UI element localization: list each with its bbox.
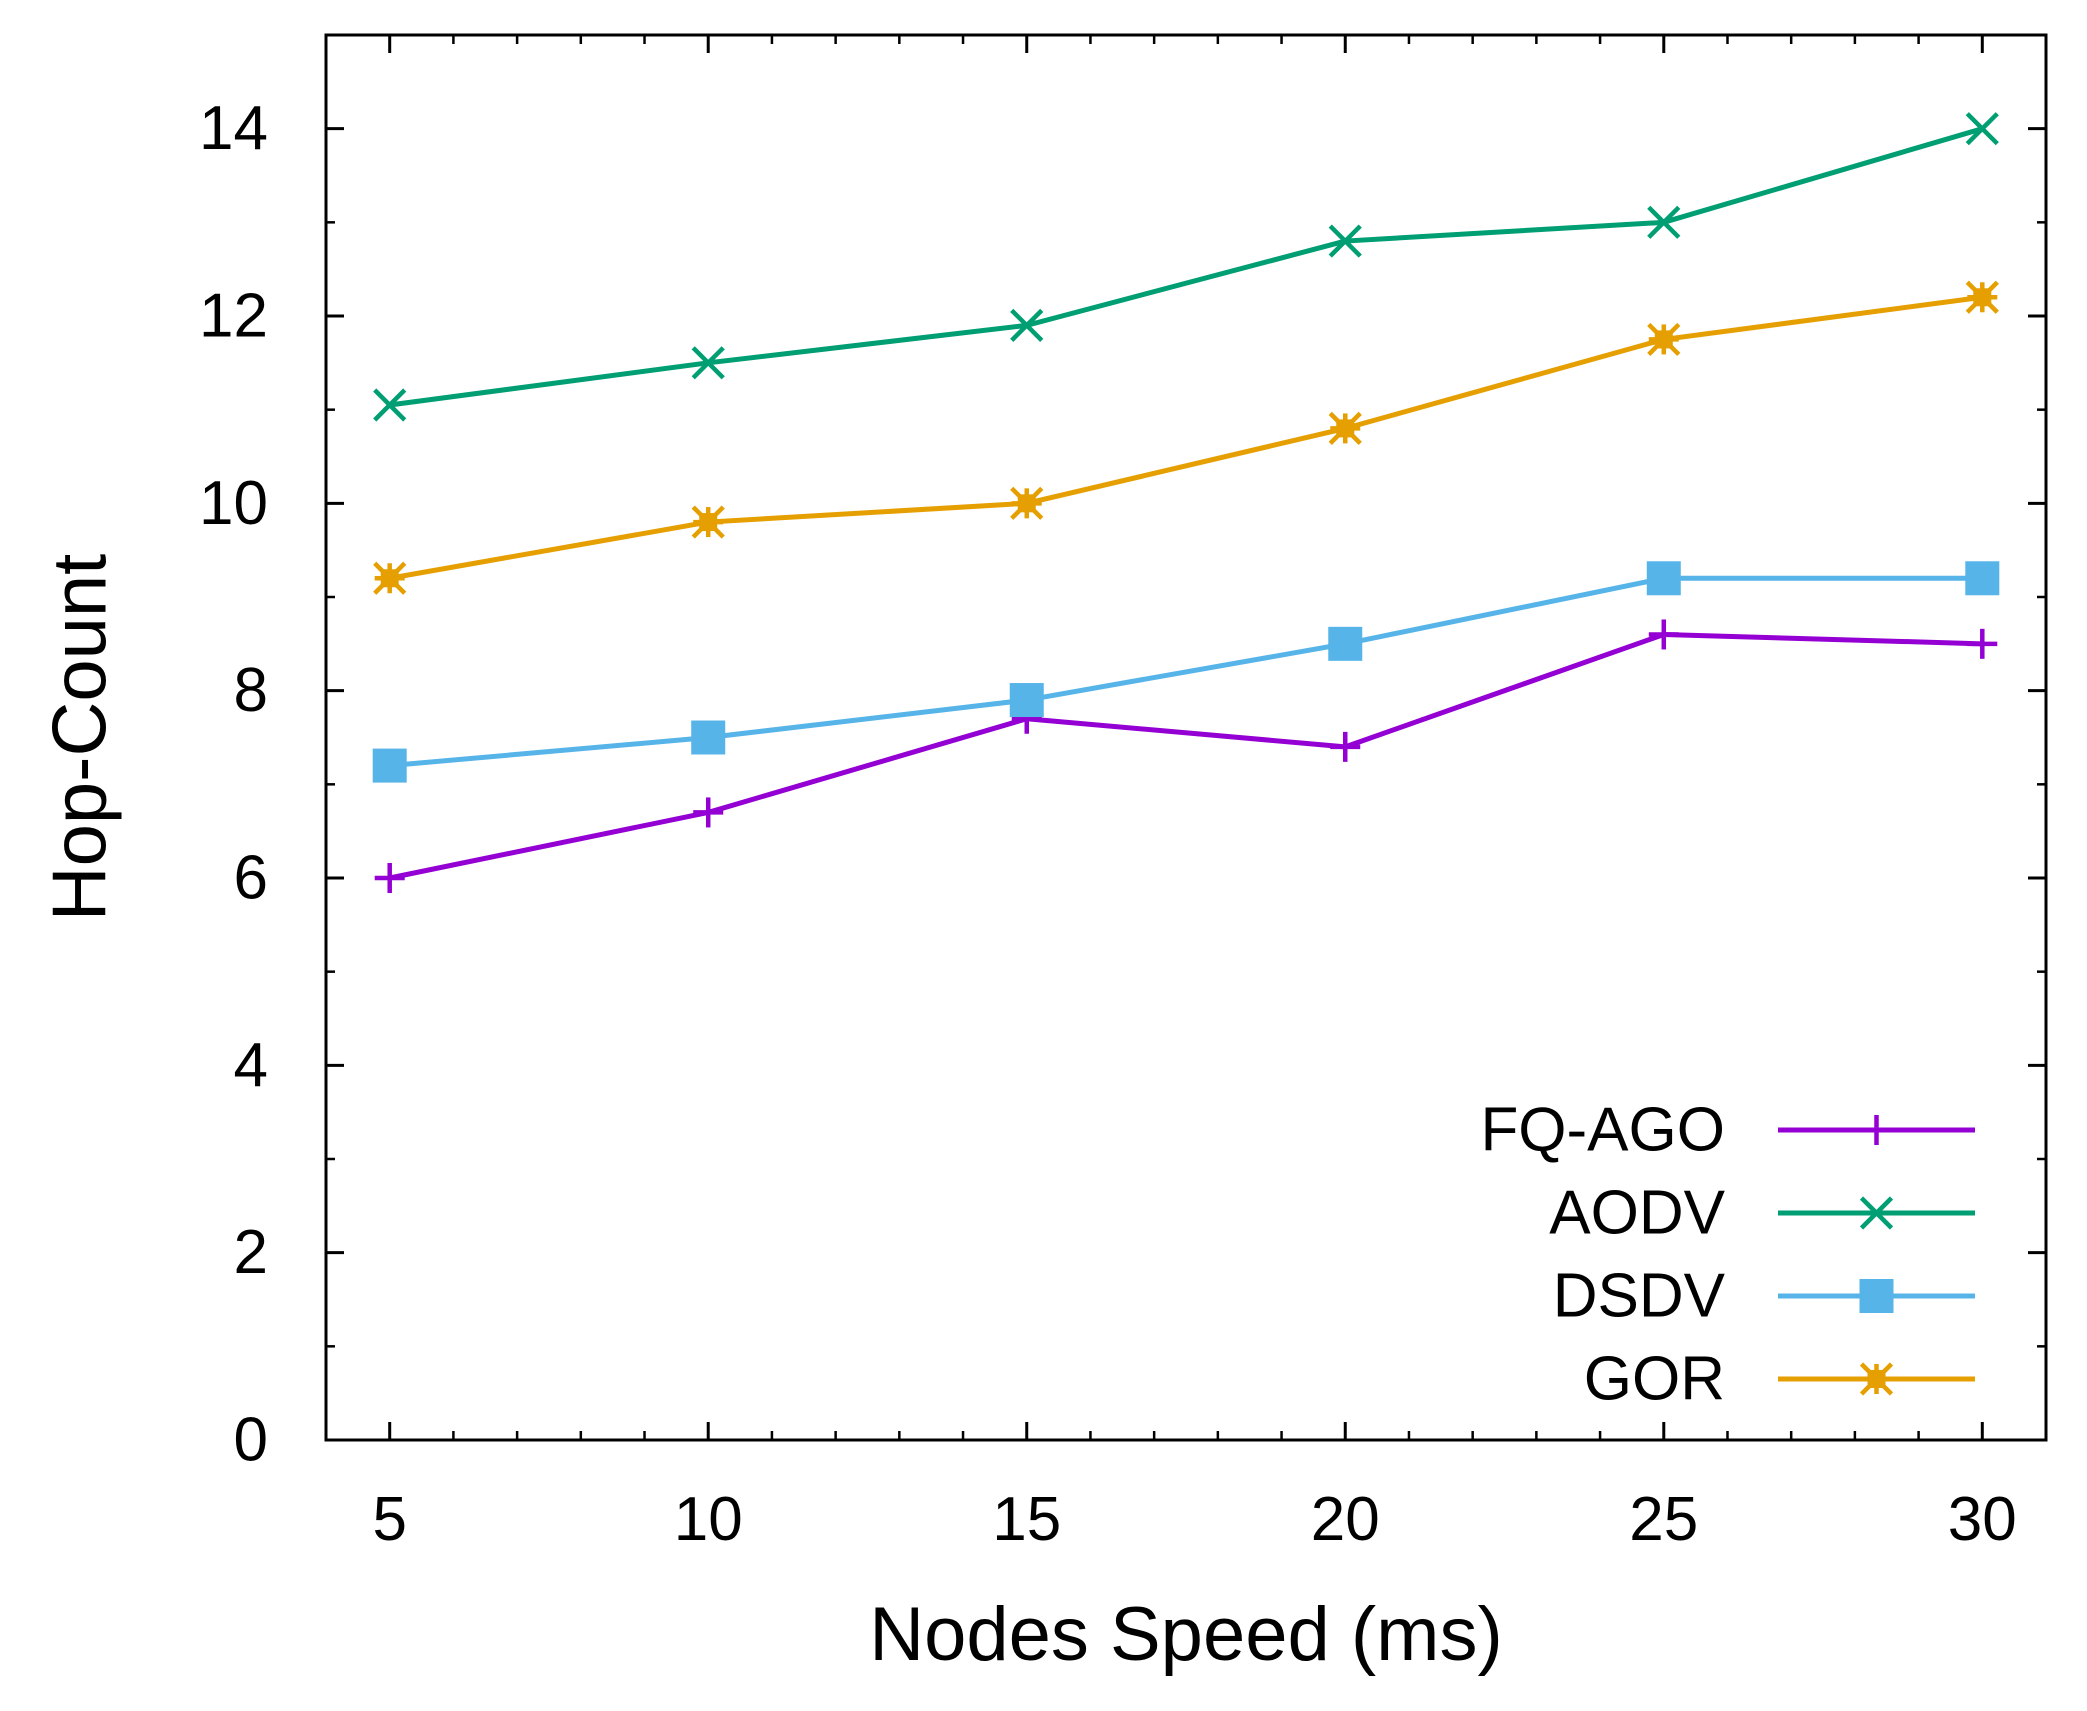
data-point [373,388,407,422]
data-point [373,561,407,595]
y-tick-label: 14 [199,94,268,163]
legend-item-fq-ago: FQ-AGO [1480,1096,1975,1165]
x-tick-label: 10 [674,1485,743,1554]
data-point [691,505,725,539]
series-gor [373,280,1999,595]
series-aodv [373,112,1999,422]
data-point [1330,731,1361,762]
data-point [372,748,407,783]
data-point [1965,561,2000,596]
legend-item-gor: GOR [1584,1345,1975,1414]
square-marker [1646,561,1681,596]
data-point [1648,619,1679,650]
data-point [1965,112,1999,146]
data-point [1328,626,1363,661]
y-tick-label: 10 [199,469,268,538]
legend-item-aodv: AODV [1549,1179,1975,1248]
series-dsdv [372,561,2000,783]
star-marker [380,569,399,588]
x-tick-label: 25 [1629,1485,1698,1554]
y-tick-label: 0 [234,1406,268,1475]
series-layer [372,112,2000,893]
legend-label: GOR [1584,1345,1725,1414]
legend-label: FQ-AGO [1480,1096,1725,1165]
data-point [374,863,405,893]
star-marker [1017,494,1036,513]
data-point [1010,486,1044,520]
y-tick-label: 6 [234,844,268,913]
series-line-aodv [389,126,1984,408]
star-marker [1867,1370,1886,1388]
data-point [1647,205,1681,239]
series-line-fq-ago [389,631,1983,881]
square-marker [1009,683,1044,718]
cross-marker [1647,205,1681,239]
y-tick-label: 8 [234,656,268,725]
series-line-gor [389,294,1983,581]
legend-item-dsdv: DSDV [1553,1262,1975,1331]
data-point [1009,683,1044,718]
series-line-dsdv [389,575,1983,769]
legend-label: DSDV [1553,1262,1726,1331]
square-marker [1328,626,1363,661]
data-point [1646,561,1681,596]
data-point [691,720,726,755]
y-tick-label: 2 [234,1218,268,1287]
square-marker [1965,561,2000,596]
y-tick-label: 12 [199,282,268,351]
data-point [691,346,725,380]
data-point [1967,628,1998,659]
data-point [1010,308,1044,342]
x-tick-label: 15 [992,1485,1061,1554]
cross-marker [1010,308,1044,342]
star-marker [1654,330,1673,349]
x-tick-label: 20 [1311,1485,1380,1554]
legend: FQ-AGO AODV DSDV GOR [1480,1096,1975,1414]
data-point [693,797,724,828]
plot-frame [324,33,2048,1442]
x-tick-label: 5 [372,1485,406,1554]
x-tick-labels: 5 10 15 20 25 30 [372,1485,2016,1554]
y-tick-labels: 0 2 4 6 8 10 12 14 [199,94,268,1474]
y-tick-label: 4 [234,1031,268,1100]
x-axis-title: Nodes Speed (ms) [869,1592,1503,1677]
star-marker [699,513,718,532]
cross-marker [1965,112,1999,146]
square-marker [1859,1279,1894,1313]
data-point [1328,224,1362,258]
square-marker [372,748,407,783]
cross-marker [373,388,407,422]
minor-ticks [324,35,2048,1440]
cross-marker [1328,224,1362,258]
data-point [1965,280,1999,314]
data-point [1328,411,1362,445]
legend-label: AODV [1549,1179,1725,1248]
data-point [1647,322,1681,357]
square-marker [691,720,726,755]
star-marker [1973,288,1992,307]
cross-marker [691,346,725,380]
y-axis-title: Hop-Count [38,554,123,922]
cross-marker [1859,1196,1894,1230]
series-fq-ago [374,619,1998,893]
star-marker [1336,419,1355,438]
major-ticks [326,35,2046,1442]
x-tick-label: 30 [1948,1485,2017,1554]
